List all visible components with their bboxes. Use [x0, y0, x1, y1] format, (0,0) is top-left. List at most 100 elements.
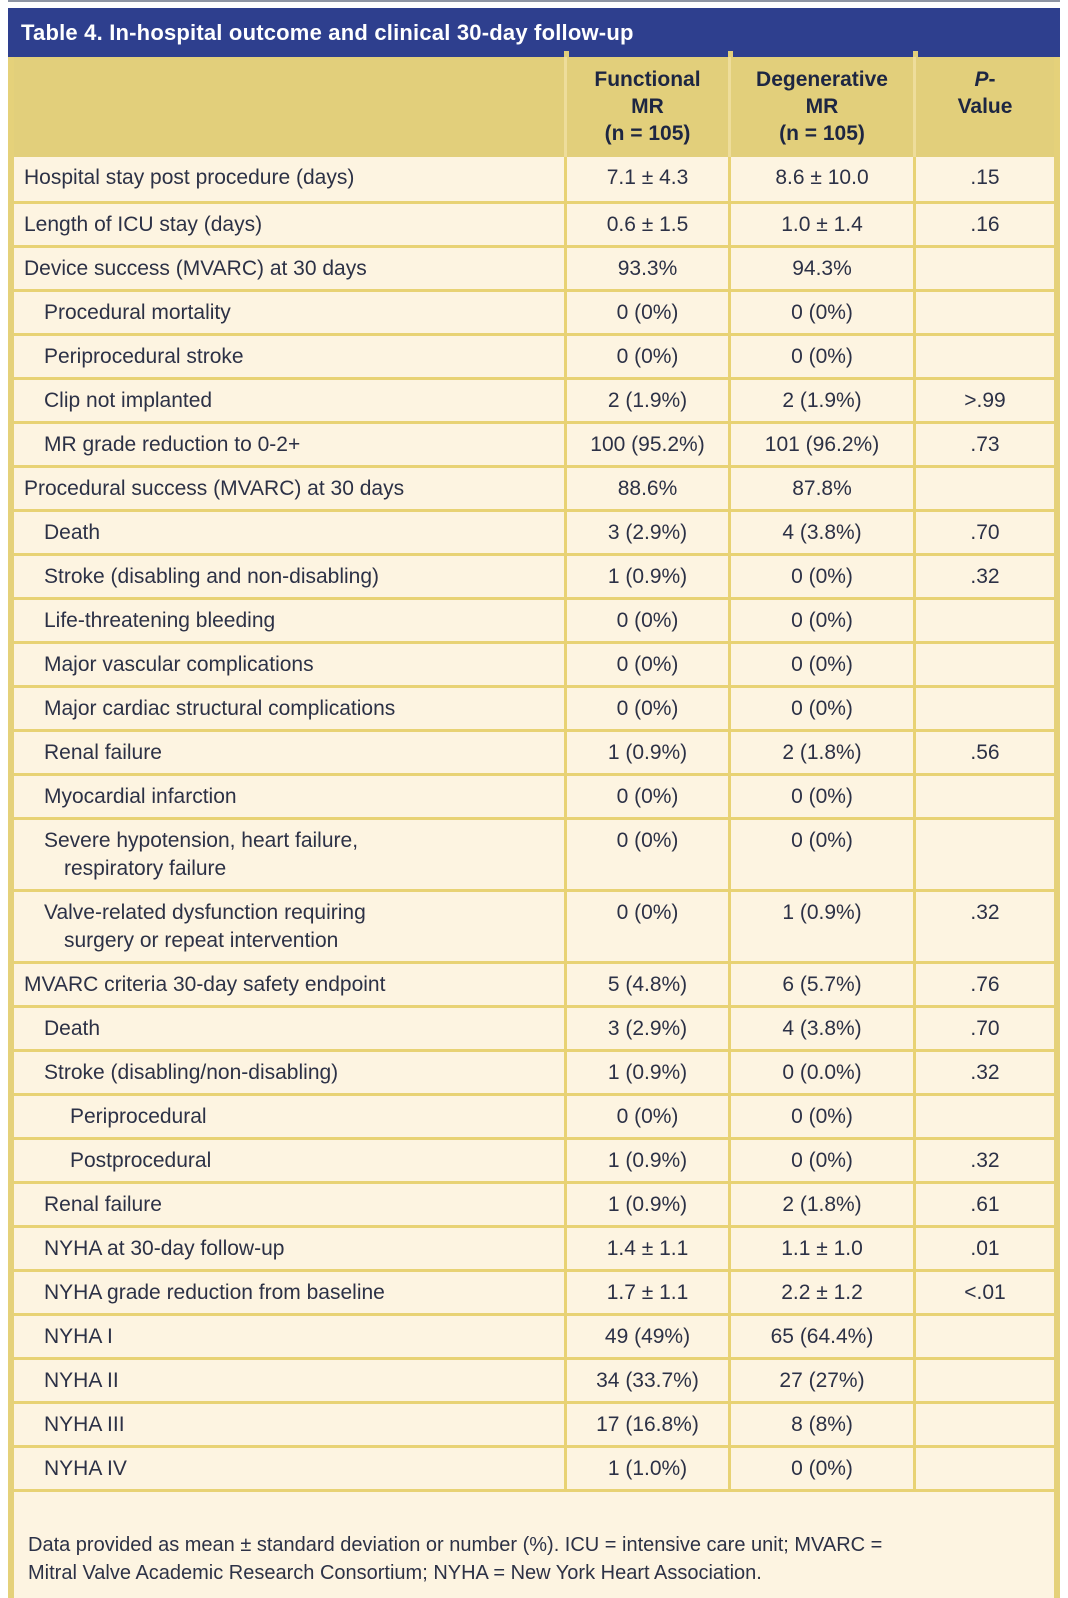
table-row: Valve-related dysfunction requiring surg… [14, 889, 1054, 961]
p-value: .76 [913, 964, 1054, 1005]
functional-mr-value: 1 (0.9%) [564, 732, 728, 773]
p-value-line2: Value [957, 95, 1013, 118]
row-label: NYHA II [44, 1369, 119, 1392]
table-footnote: Data provided as mean ± standard deviati… [14, 1489, 1054, 1598]
degenerative-mr-value: 2.2 ± 1.2 [728, 1272, 913, 1313]
degenerative-mr-value: 0 (0%) [728, 1096, 913, 1137]
functional-mr-value: 88.6% [564, 468, 728, 509]
row-label: Length of ICU stay (days) [24, 213, 263, 236]
degenerative-mr-value: 0 (0%) [728, 776, 913, 817]
row-label: Periprocedural [70, 1105, 207, 1128]
table-row: NYHA at 30-day follow-up 1.4 ± 1.1 1.1 ±… [14, 1225, 1054, 1269]
functional-mr-value: 17 (16.8%) [564, 1404, 728, 1445]
degenerative-mr-value: 94.3% [728, 248, 913, 289]
footnote-text: Data provided as mean ± standard deviati… [28, 1534, 883, 1584]
functional-mr-value: 93.3% [564, 248, 728, 289]
row-label: NYHA IV [44, 1457, 127, 1480]
functional-mr-value: 34 (33.7%) [564, 1360, 728, 1401]
functional-mr-value: 1 (0.9%) [564, 1184, 728, 1225]
row-label: Death [44, 521, 101, 544]
p-value: .32 [913, 1140, 1054, 1181]
p-value [913, 600, 1054, 641]
outcome-table: Functional MR (n = 105) Degenerative MR … [8, 57, 1060, 1598]
row-label: MR grade reduction to 0-2+ [44, 433, 301, 456]
degenerative-mr-value: 0 (0.0%) [728, 1052, 913, 1093]
p-value: >.99 [913, 380, 1054, 421]
degenerative-mr-value: 0 (0%) [728, 1448, 913, 1489]
row-label: Death [44, 1017, 101, 1040]
p-dash: - [988, 68, 996, 91]
degenerative-mr-value: 87.8% [728, 468, 913, 509]
functional-mr-value: 0 (0%) [564, 644, 728, 685]
functional-mr-value: 1 (0.9%) [564, 1052, 728, 1093]
degenerative-mr-value: 4 (3.8%) [728, 512, 913, 553]
col-n-count: (n = 105) [604, 122, 691, 145]
p-value [913, 688, 1054, 729]
functional-mr-value: 0 (0%) [564, 292, 728, 333]
p-value: <.01 [913, 1272, 1054, 1313]
table-row: NYHA II 34 (33.7%) 27 (27%) [14, 1357, 1054, 1401]
table-row: Major vascular complications 0 (0%) 0 (0… [14, 641, 1054, 685]
functional-mr-value: 1 (1.0%) [564, 1448, 728, 1489]
p-value [913, 292, 1054, 333]
degenerative-mr-value: 101 (96.2%) [728, 424, 913, 465]
p-value [913, 336, 1054, 377]
functional-mr-value: 0.6 ± 1.5 [564, 204, 728, 245]
row-label: Stroke (disabling/non-disabling) [44, 1061, 339, 1084]
row-label: Hospital stay post procedure (days) [24, 166, 355, 189]
functional-mr-value: 2 (1.9%) [564, 380, 728, 421]
table-row: Procedural mortality 0 (0%) 0 (0%) [14, 289, 1054, 333]
p-value [913, 1316, 1054, 1357]
degenerative-mr-value: 0 (0%) [728, 688, 913, 729]
degenerative-mr-value: 8.6 ± 10.0 [728, 157, 913, 201]
p-value-line1: P- [916, 66, 1054, 93]
table-row: NYHA grade reduction from baseline 1.7 ±… [14, 1269, 1054, 1313]
p-value: .01 [913, 1228, 1054, 1269]
column-notch [913, 51, 918, 57]
p-value: .70 [913, 512, 1054, 553]
p-value [913, 820, 1054, 889]
table-row: Major cardiac structural complications 0… [14, 685, 1054, 729]
degenerative-mr-value: 0 (0%) [728, 292, 913, 333]
table-row: Death 3 (2.9%) 4 (3.8%) .70 [14, 1005, 1054, 1049]
functional-mr-value: 7.1 ± 4.3 [564, 157, 728, 201]
table-row: Periprocedural stroke 0 (0%) 0 (0%) [14, 333, 1054, 377]
row-label: NYHA III [44, 1413, 125, 1436]
row-label: Severe hypotension, heart failure, respi… [44, 829, 359, 880]
degenerative-mr-value: 0 (0%) [728, 600, 913, 641]
row-label: Device success (MVARC) at 30 days [24, 257, 367, 280]
row-label: MVARC criteria 30-day safety endpoint [24, 973, 386, 996]
degenerative-mr-value: 27 (27%) [728, 1360, 913, 1401]
p-value [913, 1448, 1054, 1489]
row-label: NYHA grade reduction from baseline [44, 1281, 385, 1304]
col-name-line1: Degenerative [756, 68, 888, 91]
table-row: Postprocedural 1 (0.9%) 0 (0%) .32 [14, 1137, 1054, 1181]
col-n-count: (n = 105) [779, 122, 865, 145]
p-italic: P [974, 68, 989, 91]
row-label: Major vascular complications [44, 653, 314, 676]
table-header-row: Functional MR (n = 105) Degenerative MR … [14, 57, 1054, 157]
functional-mr-value: 0 (0%) [564, 776, 728, 817]
table-title-bar: Table 4. In-hospital outcome and clinica… [8, 8, 1060, 57]
degenerative-mr-value: 0 (0%) [728, 820, 913, 889]
p-value: .73 [913, 424, 1054, 465]
functional-mr-value: 1.7 ± 1.1 [564, 1272, 728, 1313]
header-cell-empty [14, 57, 564, 157]
degenerative-mr-value: 0 (0%) [728, 556, 913, 597]
functional-mr-value: 0 (0%) [564, 892, 728, 961]
col-name-line2: MR [631, 95, 664, 118]
p-value [913, 776, 1054, 817]
table-row: MVARC criteria 30-day safety endpoint 5 … [14, 961, 1054, 1005]
table-row: NYHA I 49 (49%) 65 (64.4%) [14, 1313, 1054, 1357]
table-row: Periprocedural 0 (0%) 0 (0%) [14, 1093, 1054, 1137]
p-value [913, 1096, 1054, 1137]
functional-mr-value: 5 (4.8%) [564, 964, 728, 1005]
row-label: Procedural success (MVARC) at 30 days [24, 477, 405, 500]
table-row: Device success (MVARC) at 30 days 93.3% … [14, 245, 1054, 289]
p-value [913, 468, 1054, 509]
functional-mr-value: 3 (2.9%) [564, 1008, 728, 1049]
row-label: NYHA at 30-day follow-up [44, 1237, 285, 1260]
p-value: .56 [913, 732, 1054, 773]
row-label: Postprocedural [70, 1149, 212, 1172]
